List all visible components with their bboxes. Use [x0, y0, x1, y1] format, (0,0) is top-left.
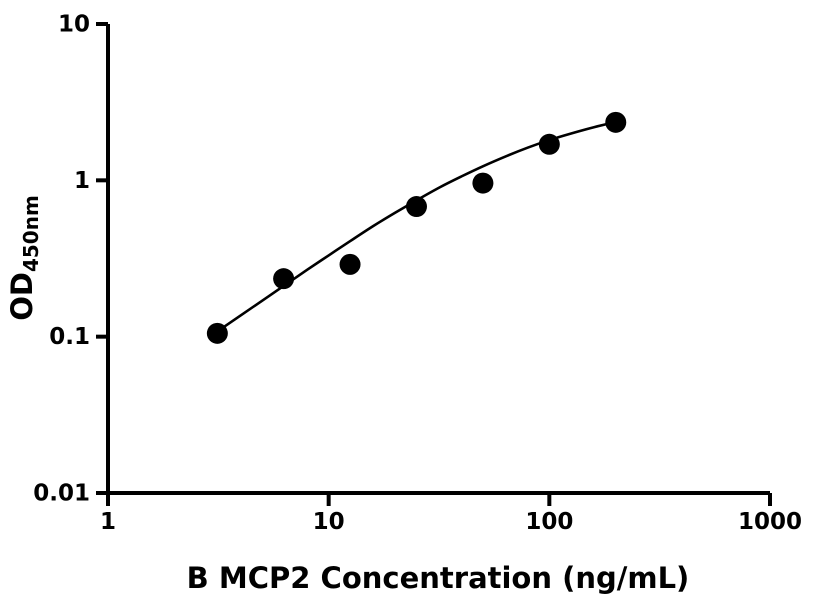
y-tick-label: 1 — [74, 168, 90, 194]
data-point — [206, 322, 228, 344]
data-point — [538, 133, 560, 155]
y-axis-title-subscript: 450nm — [19, 195, 43, 272]
y-axis-title: OD450nm — [5, 195, 43, 321]
y-tick-label: 10 — [58, 12, 90, 38]
data-point-group — [206, 111, 627, 344]
x-tick-label: 1 — [100, 509, 116, 535]
data-point — [273, 268, 295, 290]
x-axis-ticks: 1 10 100 1000 — [100, 493, 802, 535]
data-point — [472, 172, 494, 194]
y-axis-title-main: OD — [5, 272, 39, 321]
x-tick-label: 100 — [525, 509, 573, 535]
data-point — [405, 196, 427, 218]
x-axis-title: B MCP2 Concentration (ng/mL) — [187, 561, 690, 595]
y-tick-label: 0.1 — [49, 324, 90, 350]
fit-curve — [216, 120, 618, 333]
data-point — [605, 111, 627, 133]
y-tick-label: 0.01 — [33, 481, 90, 507]
x-tick-label: 10 — [313, 509, 345, 535]
y-axis-ticks: 0.01 0.1 1 10 — [33, 12, 108, 507]
x-tick-label: 1000 — [738, 509, 802, 535]
data-point — [339, 253, 361, 275]
